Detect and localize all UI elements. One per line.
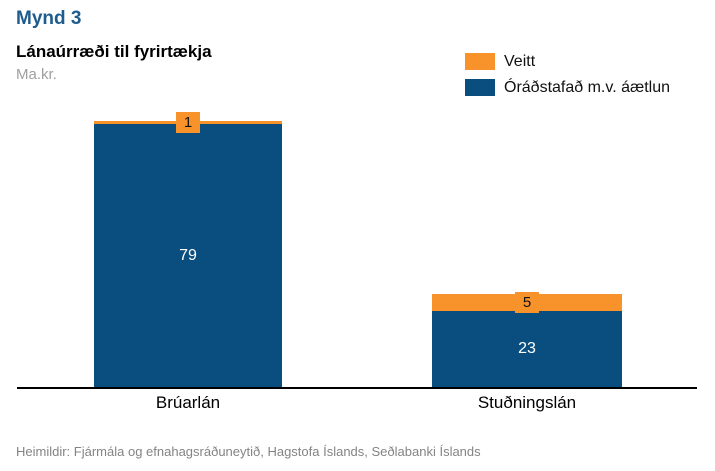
figure-number: Mynd 3 [16, 8, 82, 29]
category-label-bruarlan: Brúarlán [155, 393, 221, 412]
legend-item-veitt: Veitt [465, 53, 670, 71]
legend: Veitt Óráðstafað m.v. áætlun [465, 53, 670, 96]
legend-swatch-veitt-icon [465, 53, 495, 71]
legend-label-veitt: Veitt [504, 53, 536, 70]
bar-value-label-oradstafad-bruarlan: 79 [179, 246, 197, 264]
plot-area: 1 79 5 23 Brúarlán Stuðningslán [17, 112, 697, 412]
category-label-studningslan: Stuðningslán [477, 393, 577, 412]
bar-value-label-oradstafad-studningslan: 23 [518, 339, 536, 357]
bar-bruarlan: 1 79 [94, 112, 282, 387]
bar-segment-veitt-studningslan: 5 [432, 291, 622, 313]
bar-value-label-veitt-bruarlan: 1 [175, 112, 201, 134]
chart-header: Mynd 3 Lánaúrræði til fyrirtækja Ma.kr. [16, 8, 212, 84]
legend-label-oradstafad: Óráðstafað m.v. áætlun [504, 78, 670, 96]
bar-segment-oradstafad-studningslan: 23 [432, 310, 622, 387]
chart-unit-label: Ma.kr. [16, 66, 57, 84]
bar-value-label-veitt-studningslan: 5 [514, 291, 540, 313]
legend-item-oradstafad: Óráðstafað m.v. áætlun [465, 79, 670, 97]
bar-segment-veitt-bruarlan: 1 [94, 112, 282, 134]
source-note: Heimildir: Fjármála og efnahagsráðuneyti… [16, 444, 481, 459]
chart-title: Lánaúrræði til fyrirtækja [16, 41, 212, 61]
bar-studningslan: 5 23 [432, 291, 622, 387]
legend-swatch-oradstafad-icon [465, 78, 495, 96]
bar-segment-oradstafad-bruarlan: 79 [94, 124, 282, 387]
